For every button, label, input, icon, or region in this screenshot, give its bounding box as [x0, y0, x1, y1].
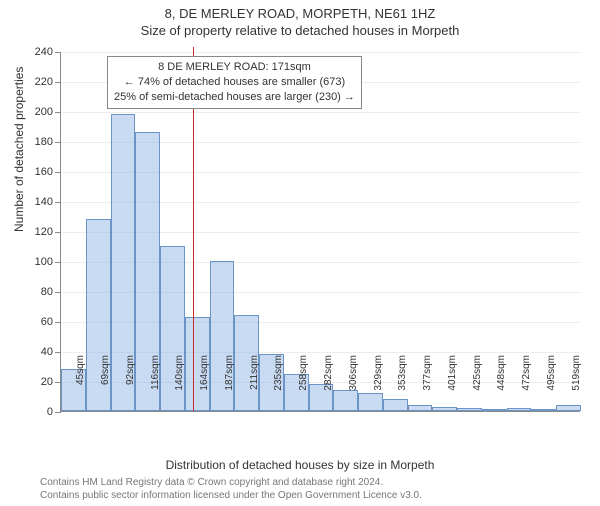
- y-tick: [55, 142, 61, 143]
- y-tick-label: 220: [35, 76, 53, 88]
- y-tick: [55, 202, 61, 203]
- annotation-line-2: ← 74% of detached houses are smaller (67…: [114, 75, 355, 90]
- y-tick-label: 100: [35, 256, 53, 268]
- x-axis-label: Distribution of detached houses by size …: [0, 458, 600, 472]
- y-axis-label: Number of detached properties: [12, 67, 26, 232]
- x-tick-label: 164sqm: [199, 355, 210, 415]
- y-tick: [55, 292, 61, 293]
- x-tick-label: 258sqm: [298, 355, 309, 415]
- x-tick-label: 69sqm: [100, 355, 111, 415]
- y-tick-label: 40: [41, 346, 53, 358]
- x-tick-label: 472sqm: [521, 355, 532, 415]
- y-tick-label: 0: [47, 406, 53, 418]
- footer-line-1: Contains HM Land Registry data © Crown c…: [40, 476, 422, 489]
- y-tick-label: 180: [35, 136, 53, 148]
- annotation-box: 8 DE MERLEY ROAD: 171sqm ← 74% of detach…: [107, 56, 362, 109]
- y-tick-label: 240: [35, 46, 53, 58]
- x-tick-label: 519sqm: [571, 355, 582, 415]
- y-tick: [55, 352, 61, 353]
- y-tick: [55, 262, 61, 263]
- y-tick-label: 140: [35, 196, 53, 208]
- x-tick-label: 45sqm: [75, 355, 86, 415]
- gridline: [61, 52, 580, 53]
- x-tick-label: 329sqm: [373, 355, 384, 415]
- x-tick-label: 211sqm: [249, 355, 260, 415]
- y-tick-label: 120: [35, 226, 53, 238]
- y-tick-label: 160: [35, 166, 53, 178]
- x-tick-label: 282sqm: [323, 355, 334, 415]
- y-tick: [55, 412, 61, 413]
- x-tick-label: 401sqm: [447, 355, 458, 415]
- footer-line-2: Contains public sector information licen…: [40, 489, 422, 502]
- x-tick-label: 448sqm: [496, 355, 507, 415]
- x-tick-label: 377sqm: [422, 355, 433, 415]
- x-tick-label: 235sqm: [273, 355, 284, 415]
- chart-area: 02040608010012014016018020022024045sqm69…: [60, 52, 580, 412]
- page-subtitle: Size of property relative to detached ho…: [0, 23, 600, 38]
- footer-attribution: Contains HM Land Registry data © Crown c…: [40, 476, 422, 502]
- y-tick-label: 60: [41, 316, 53, 328]
- x-tick-label: 187sqm: [224, 355, 235, 415]
- y-tick: [55, 82, 61, 83]
- plot-area: 02040608010012014016018020022024045sqm69…: [60, 52, 580, 412]
- x-tick-label: 495sqm: [546, 355, 557, 415]
- x-tick-label: 92sqm: [125, 355, 136, 415]
- x-tick-label: 116sqm: [150, 355, 161, 415]
- x-tick-label: 140sqm: [174, 355, 185, 415]
- y-tick: [55, 52, 61, 53]
- annotation-line-1: 8 DE MERLEY ROAD: 171sqm: [114, 60, 355, 75]
- y-tick: [55, 232, 61, 233]
- y-tick: [55, 112, 61, 113]
- x-tick-label: 306sqm: [348, 355, 359, 415]
- y-tick: [55, 172, 61, 173]
- y-tick-label: 20: [41, 376, 53, 388]
- gridline: [61, 112, 580, 113]
- y-tick-label: 200: [35, 106, 53, 118]
- y-tick: [55, 322, 61, 323]
- y-tick-label: 80: [41, 286, 53, 298]
- x-tick-label: 425sqm: [472, 355, 483, 415]
- annotation-line-3: 25% of semi-detached houses are larger (…: [114, 90, 355, 105]
- x-tick-label: 353sqm: [397, 355, 408, 415]
- page-title-address: 8, DE MERLEY ROAD, MORPETH, NE61 1HZ: [0, 6, 600, 21]
